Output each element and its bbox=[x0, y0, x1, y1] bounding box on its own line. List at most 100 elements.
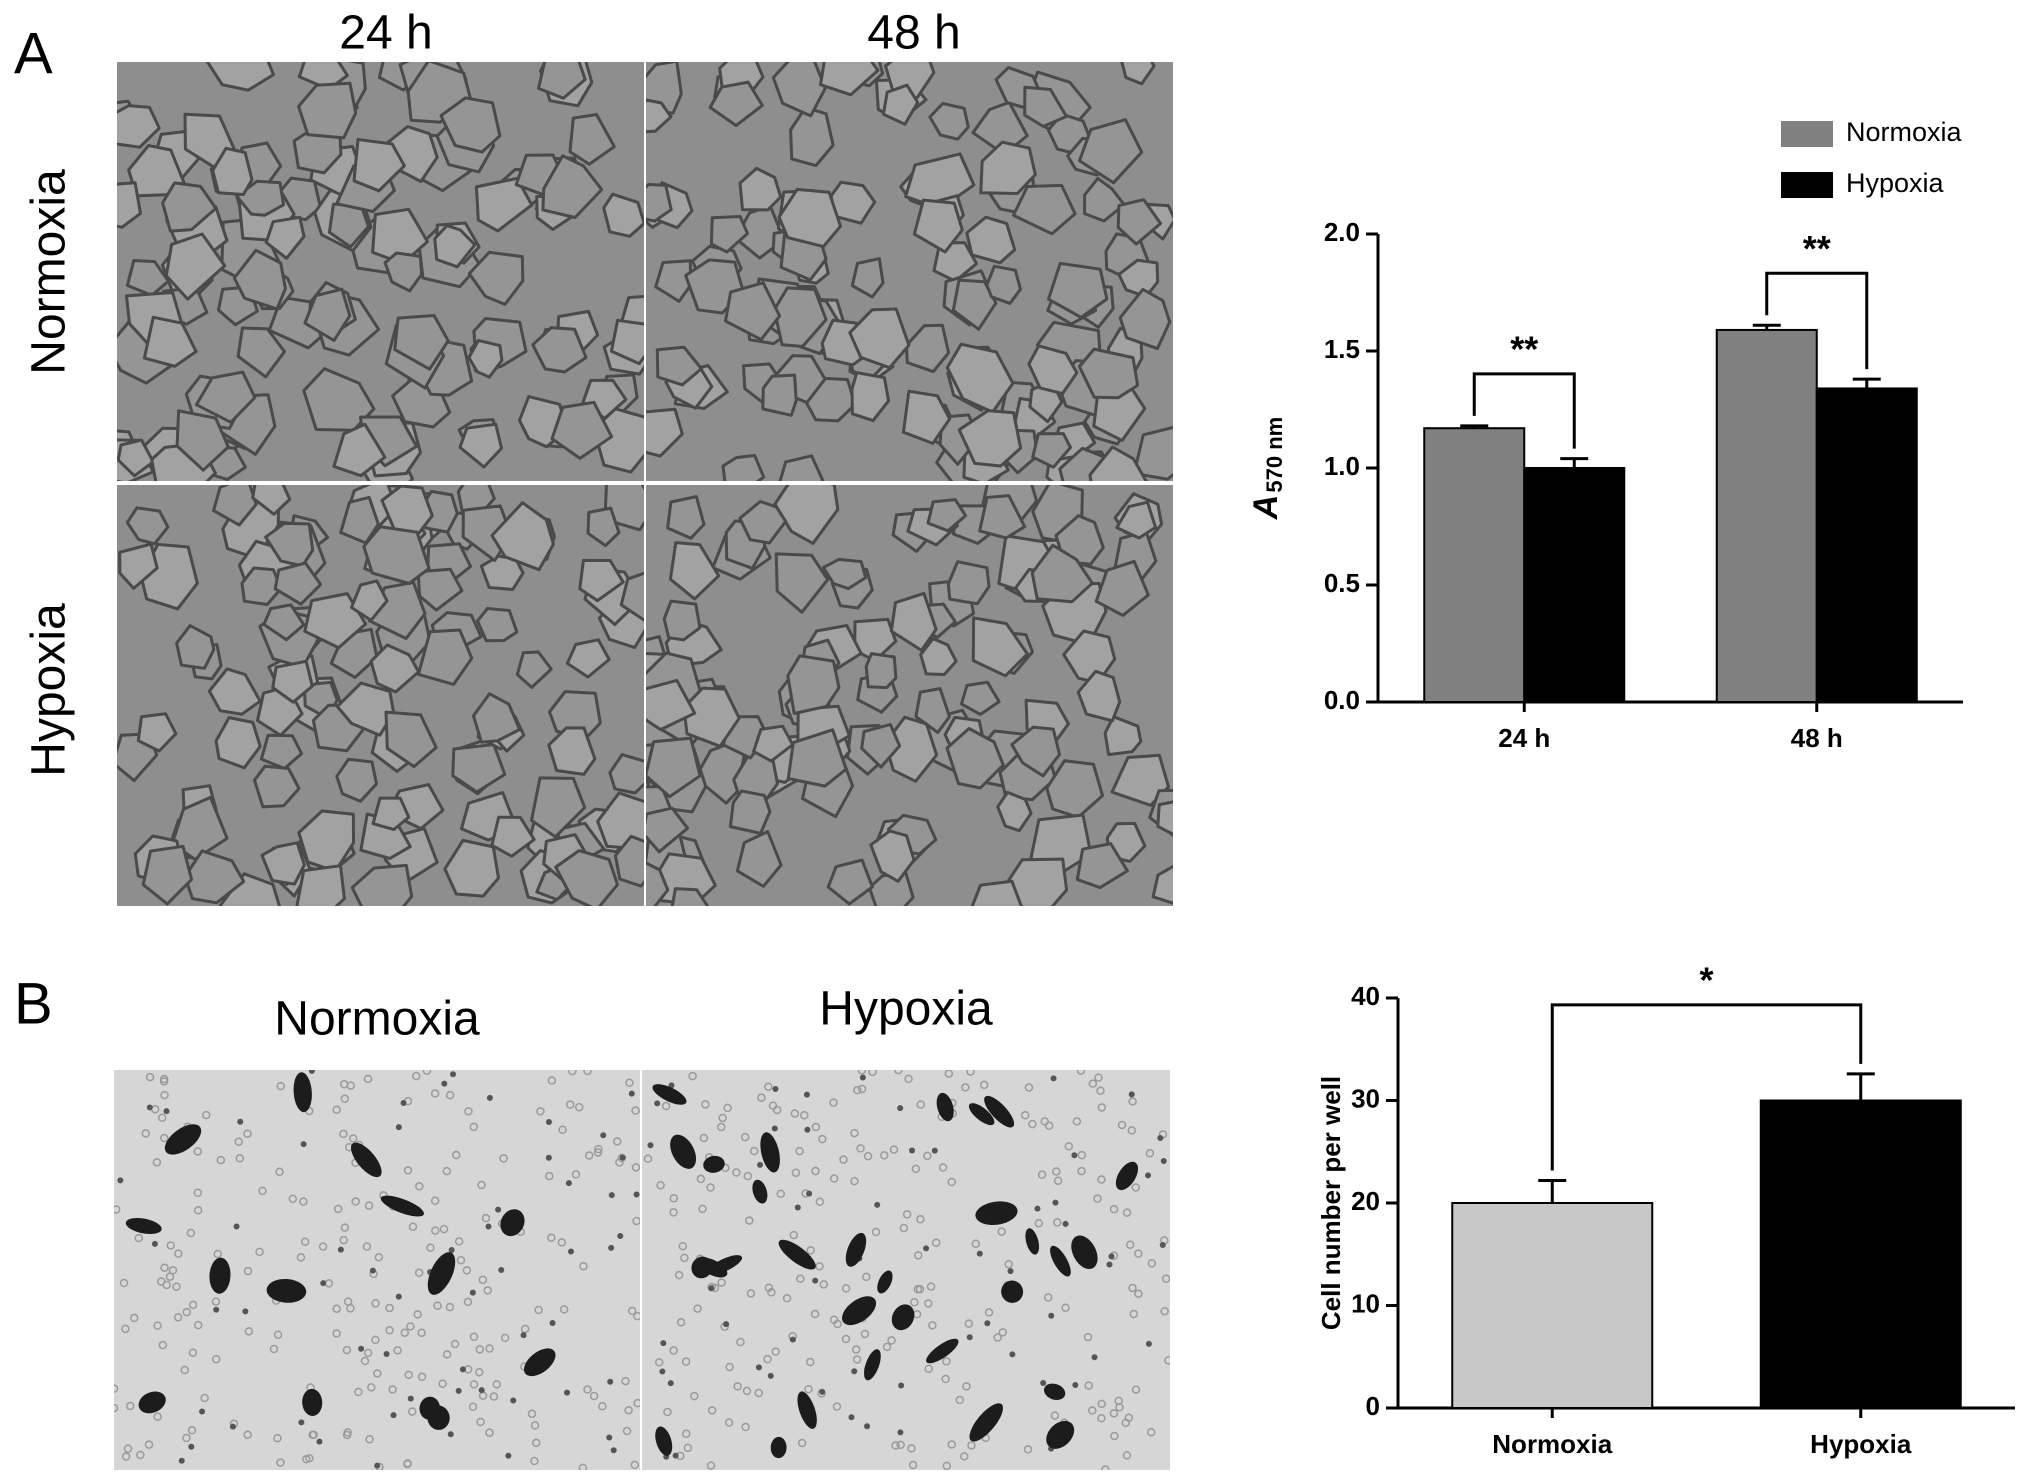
pore bbox=[771, 1125, 778, 1132]
pore bbox=[234, 1137, 243, 1146]
y-tick-label: 20 bbox=[1351, 1186, 1380, 1216]
pore bbox=[383, 1350, 390, 1357]
pore bbox=[593, 1148, 603, 1157]
pore bbox=[931, 1238, 941, 1247]
significance-label: ** bbox=[1510, 328, 1538, 369]
pore bbox=[445, 1090, 455, 1100]
cell bbox=[738, 500, 788, 545]
pore bbox=[193, 1147, 202, 1156]
migrated-cell bbox=[984, 1095, 1015, 1128]
migrated-cell bbox=[1044, 1383, 1066, 1401]
pore bbox=[476, 1417, 485, 1427]
cell bbox=[978, 494, 1027, 540]
pore bbox=[459, 1366, 466, 1373]
pore bbox=[1129, 1309, 1139, 1319]
pore bbox=[408, 1222, 418, 1231]
pore bbox=[833, 1319, 842, 1329]
cell bbox=[335, 757, 378, 803]
pore bbox=[848, 1414, 855, 1421]
pore bbox=[520, 1332, 527, 1339]
pore bbox=[1128, 1283, 1137, 1293]
pore bbox=[693, 1304, 702, 1313]
pore bbox=[255, 1247, 264, 1257]
pore bbox=[667, 1380, 674, 1387]
y-axis-label: Cell number per well bbox=[1316, 1076, 1346, 1330]
cell bbox=[467, 250, 525, 306]
pore bbox=[1125, 1240, 1135, 1250]
bar bbox=[1815, 387, 1918, 703]
pore bbox=[966, 1334, 973, 1341]
column-label: Normoxia bbox=[274, 993, 480, 1046]
cell bbox=[350, 863, 414, 906]
pore bbox=[600, 1132, 607, 1139]
pore bbox=[966, 1070, 975, 1076]
pore bbox=[308, 1070, 315, 1074]
pore bbox=[481, 1213, 491, 1223]
pore bbox=[1134, 1289, 1143, 1298]
pore bbox=[891, 1441, 900, 1450]
pore bbox=[607, 1378, 614, 1385]
cell bbox=[490, 815, 536, 858]
pore bbox=[668, 1082, 675, 1089]
pore bbox=[469, 1380, 479, 1389]
pore bbox=[681, 1429, 691, 1439]
pore bbox=[1097, 1414, 1106, 1423]
cell bbox=[125, 506, 170, 546]
pore bbox=[144, 1440, 154, 1449]
cell bbox=[117, 438, 155, 478]
pore bbox=[390, 1412, 397, 1419]
error-bar bbox=[1852, 377, 1881, 389]
bar bbox=[1715, 328, 1818, 703]
bar bbox=[1759, 1099, 1962, 1409]
pore bbox=[469, 1332, 479, 1342]
pore bbox=[923, 1151, 932, 1161]
pore bbox=[708, 1285, 715, 1292]
pore bbox=[723, 1103, 732, 1113]
pore bbox=[1097, 1399, 1106, 1409]
pore bbox=[414, 1268, 424, 1278]
cell bbox=[901, 389, 952, 445]
pore bbox=[438, 1379, 447, 1388]
pore bbox=[343, 1297, 353, 1306]
pore bbox=[1159, 1242, 1166, 1249]
migrated-cell bbox=[975, 1201, 1018, 1225]
pore bbox=[403, 1459, 412, 1469]
migrated-cell bbox=[926, 1338, 959, 1364]
pore bbox=[718, 1113, 727, 1123]
cell bbox=[850, 371, 891, 423]
pore bbox=[839, 1155, 848, 1164]
pore bbox=[803, 1091, 810, 1098]
pore bbox=[804, 1126, 811, 1133]
pore bbox=[499, 1154, 508, 1163]
pore bbox=[794, 1204, 801, 1211]
cell bbox=[235, 179, 286, 217]
pore bbox=[755, 1364, 762, 1371]
pore bbox=[882, 1342, 892, 1352]
cell bbox=[371, 796, 411, 831]
cell bbox=[214, 716, 262, 770]
pore bbox=[364, 1201, 374, 1210]
pore bbox=[302, 1455, 311, 1464]
pore bbox=[114, 1205, 121, 1214]
pore bbox=[296, 1253, 306, 1262]
pore bbox=[1117, 1120, 1127, 1130]
micrograph-background bbox=[642, 1070, 1170, 1470]
pore bbox=[346, 1081, 355, 1090]
pore bbox=[454, 1237, 464, 1246]
pore bbox=[864, 1423, 871, 1430]
migrated-cell bbox=[968, 1103, 995, 1126]
pore bbox=[899, 1223, 909, 1233]
cell bbox=[530, 776, 587, 839]
cell bbox=[1151, 864, 1173, 905]
cell bbox=[985, 264, 1022, 305]
pore bbox=[967, 1441, 976, 1450]
cell bbox=[773, 485, 840, 545]
pore bbox=[442, 1166, 452, 1176]
cell bbox=[362, 525, 431, 585]
pore bbox=[351, 1197, 360, 1206]
pore bbox=[448, 1246, 455, 1253]
cell bbox=[335, 681, 396, 737]
pore bbox=[403, 1166, 413, 1175]
migrated-cell bbox=[707, 1255, 743, 1275]
bar bbox=[1451, 1202, 1654, 1409]
